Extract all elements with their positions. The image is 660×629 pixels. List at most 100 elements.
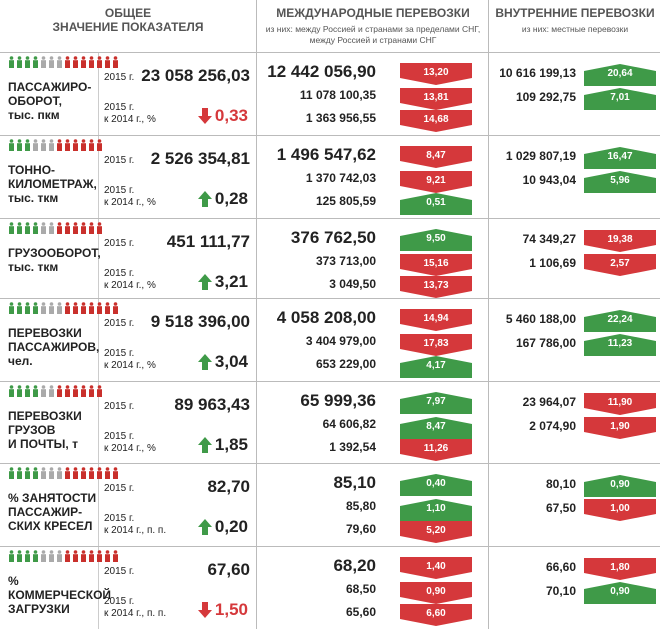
arrow-down-icon <box>400 63 472 85</box>
person-icon <box>57 56 62 68</box>
domestic-badge: 1,00 <box>584 499 656 521</box>
person-icon <box>81 139 86 151</box>
international-value: 12 442 056,90 <box>267 62 376 81</box>
person-icon <box>65 550 70 562</box>
total-value: 2 526 354,81 <box>150 149 250 168</box>
badge-value: 19,38 <box>607 234 633 245</box>
badge-value: 11,90 <box>607 397 633 408</box>
people-icons <box>8 139 103 151</box>
header-international-sub: из них: между Россией и странами за пред… <box>265 24 481 45</box>
people-icons <box>8 302 119 314</box>
domestic-value: 67,50 <box>545 501 576 515</box>
row-divider <box>0 218 660 219</box>
international-badge: 5,20 <box>400 521 472 543</box>
person-icon <box>65 302 70 314</box>
change-value: 0,28 <box>214 189 248 208</box>
international-badge: 9,50 <box>400 229 472 251</box>
header-total: ОБЩЕЕ ЗНАЧЕНИЕ ПОКАЗАТЕЛЯ <box>52 6 204 34</box>
arrow-down-icon <box>400 557 472 579</box>
change-label: 2015 г. к 2014 г., % <box>104 348 156 371</box>
person-icon <box>89 222 94 234</box>
indicator-label: ГРУЗООБОРОТ, тыс. ткм <box>8 246 101 274</box>
badge-value: 4,17 <box>426 360 446 371</box>
total-value: 451 111,77 <box>166 232 250 251</box>
international-value: 1 392,54 <box>329 440 376 454</box>
international-badge: 13,81 <box>400 88 472 110</box>
domestic-badge: 20,64 <box>584 64 656 86</box>
change-value: 1,50 <box>214 600 248 619</box>
arrow-up-icon <box>198 519 212 535</box>
person-icon <box>33 56 38 68</box>
badge-value: 8,47 <box>426 421 446 432</box>
indicator-label: % КОММЕРЧЕСКОЙ ЗАГРУЗКИ <box>8 574 112 616</box>
person-icon <box>9 302 14 314</box>
person-icon <box>81 56 86 68</box>
international-badge: 0,51 <box>400 193 472 215</box>
arrow-up-icon <box>584 171 656 193</box>
arrow-down-icon <box>584 393 656 415</box>
badge-value: 6,60 <box>426 608 446 619</box>
badge-value: 17,83 <box>423 338 449 349</box>
person-icon <box>89 550 94 562</box>
change-value: 1,85 <box>214 435 248 454</box>
person-icon <box>97 139 102 151</box>
person-icon <box>57 302 62 314</box>
international-badge: 6,60 <box>400 604 472 626</box>
person-icon <box>73 467 78 479</box>
arrow-down-icon <box>400 521 472 543</box>
indicator-label: ПЕРЕВОЗКИ ПАССАЖИРОВ, чел. <box>8 326 100 368</box>
badge-value: 11,26 <box>423 443 449 454</box>
international-value: 65,60 <box>345 605 376 619</box>
year-label: 2015 г. <box>104 566 135 577</box>
international-value: 11 078 100,35 <box>299 88 376 102</box>
person-icon <box>33 385 38 397</box>
change-label: 2015 г. к 2014 г., % <box>104 185 156 208</box>
indicator-row: % КОММЕРЧЕСКОЙ ЗАГРУЗКИ 2015 г. 67,60 2015 … <box>0 546 660 629</box>
person-icon <box>65 467 70 479</box>
arrow-down-icon <box>400 309 472 331</box>
person-icon <box>25 550 30 562</box>
person-icon <box>81 302 86 314</box>
domestic-value: 1 029 807,19 <box>505 149 576 163</box>
person-icon <box>41 550 46 562</box>
badge-value: 2,57 <box>610 258 630 269</box>
arrow-up-icon <box>400 417 472 439</box>
person-icon <box>65 222 70 234</box>
total-value: 23 058 256,03 <box>141 66 250 85</box>
person-icon <box>25 56 30 68</box>
international-value: 85,80 <box>345 499 376 513</box>
badge-value: 1,40 <box>426 561 446 572</box>
badge-value: 16,47 <box>607 151 633 162</box>
people-icons <box>8 550 119 562</box>
badge-value: 8,47 <box>426 150 446 161</box>
person-icon <box>41 56 46 68</box>
row-divider <box>0 135 660 136</box>
badge-value: 13,20 <box>423 67 449 78</box>
person-icon <box>97 550 102 562</box>
arrow-up-icon <box>584 582 656 604</box>
person-icon <box>97 467 102 479</box>
domestic-badge: 0,90 <box>584 475 656 497</box>
change-label: 2015 г. к 2014 г., п. п. <box>104 596 167 619</box>
arrow-down-icon <box>400 582 472 604</box>
person-icon <box>9 222 14 234</box>
person-icon <box>33 467 38 479</box>
domestic-value: 66,60 <box>545 560 576 574</box>
international-value: 1 370 742,03 <box>305 171 376 185</box>
arrow-up-icon <box>584 334 656 356</box>
international-badge: 17,83 <box>400 334 472 356</box>
badge-value: 1,90 <box>610 421 630 432</box>
indicator-label: ПАССАЖИРО- ОБОРОТ, тыс. пкм <box>8 80 92 122</box>
arrow-up-icon <box>400 356 472 378</box>
domestic-badge: 22,24 <box>584 310 656 332</box>
person-icon <box>97 222 102 234</box>
badge-value: 14,94 <box>423 313 449 324</box>
badge-value: 7,01 <box>610 92 630 103</box>
change-label: 2015 г. к 2014 г., % <box>104 268 156 291</box>
arrow-down-icon <box>584 558 656 580</box>
domestic-value: 10 616 199,13 <box>499 66 576 80</box>
arrow-up-icon <box>584 475 656 497</box>
change-value: 3,04 <box>214 352 248 371</box>
person-icon <box>113 56 118 68</box>
international-badge: 14,68 <box>400 110 472 132</box>
